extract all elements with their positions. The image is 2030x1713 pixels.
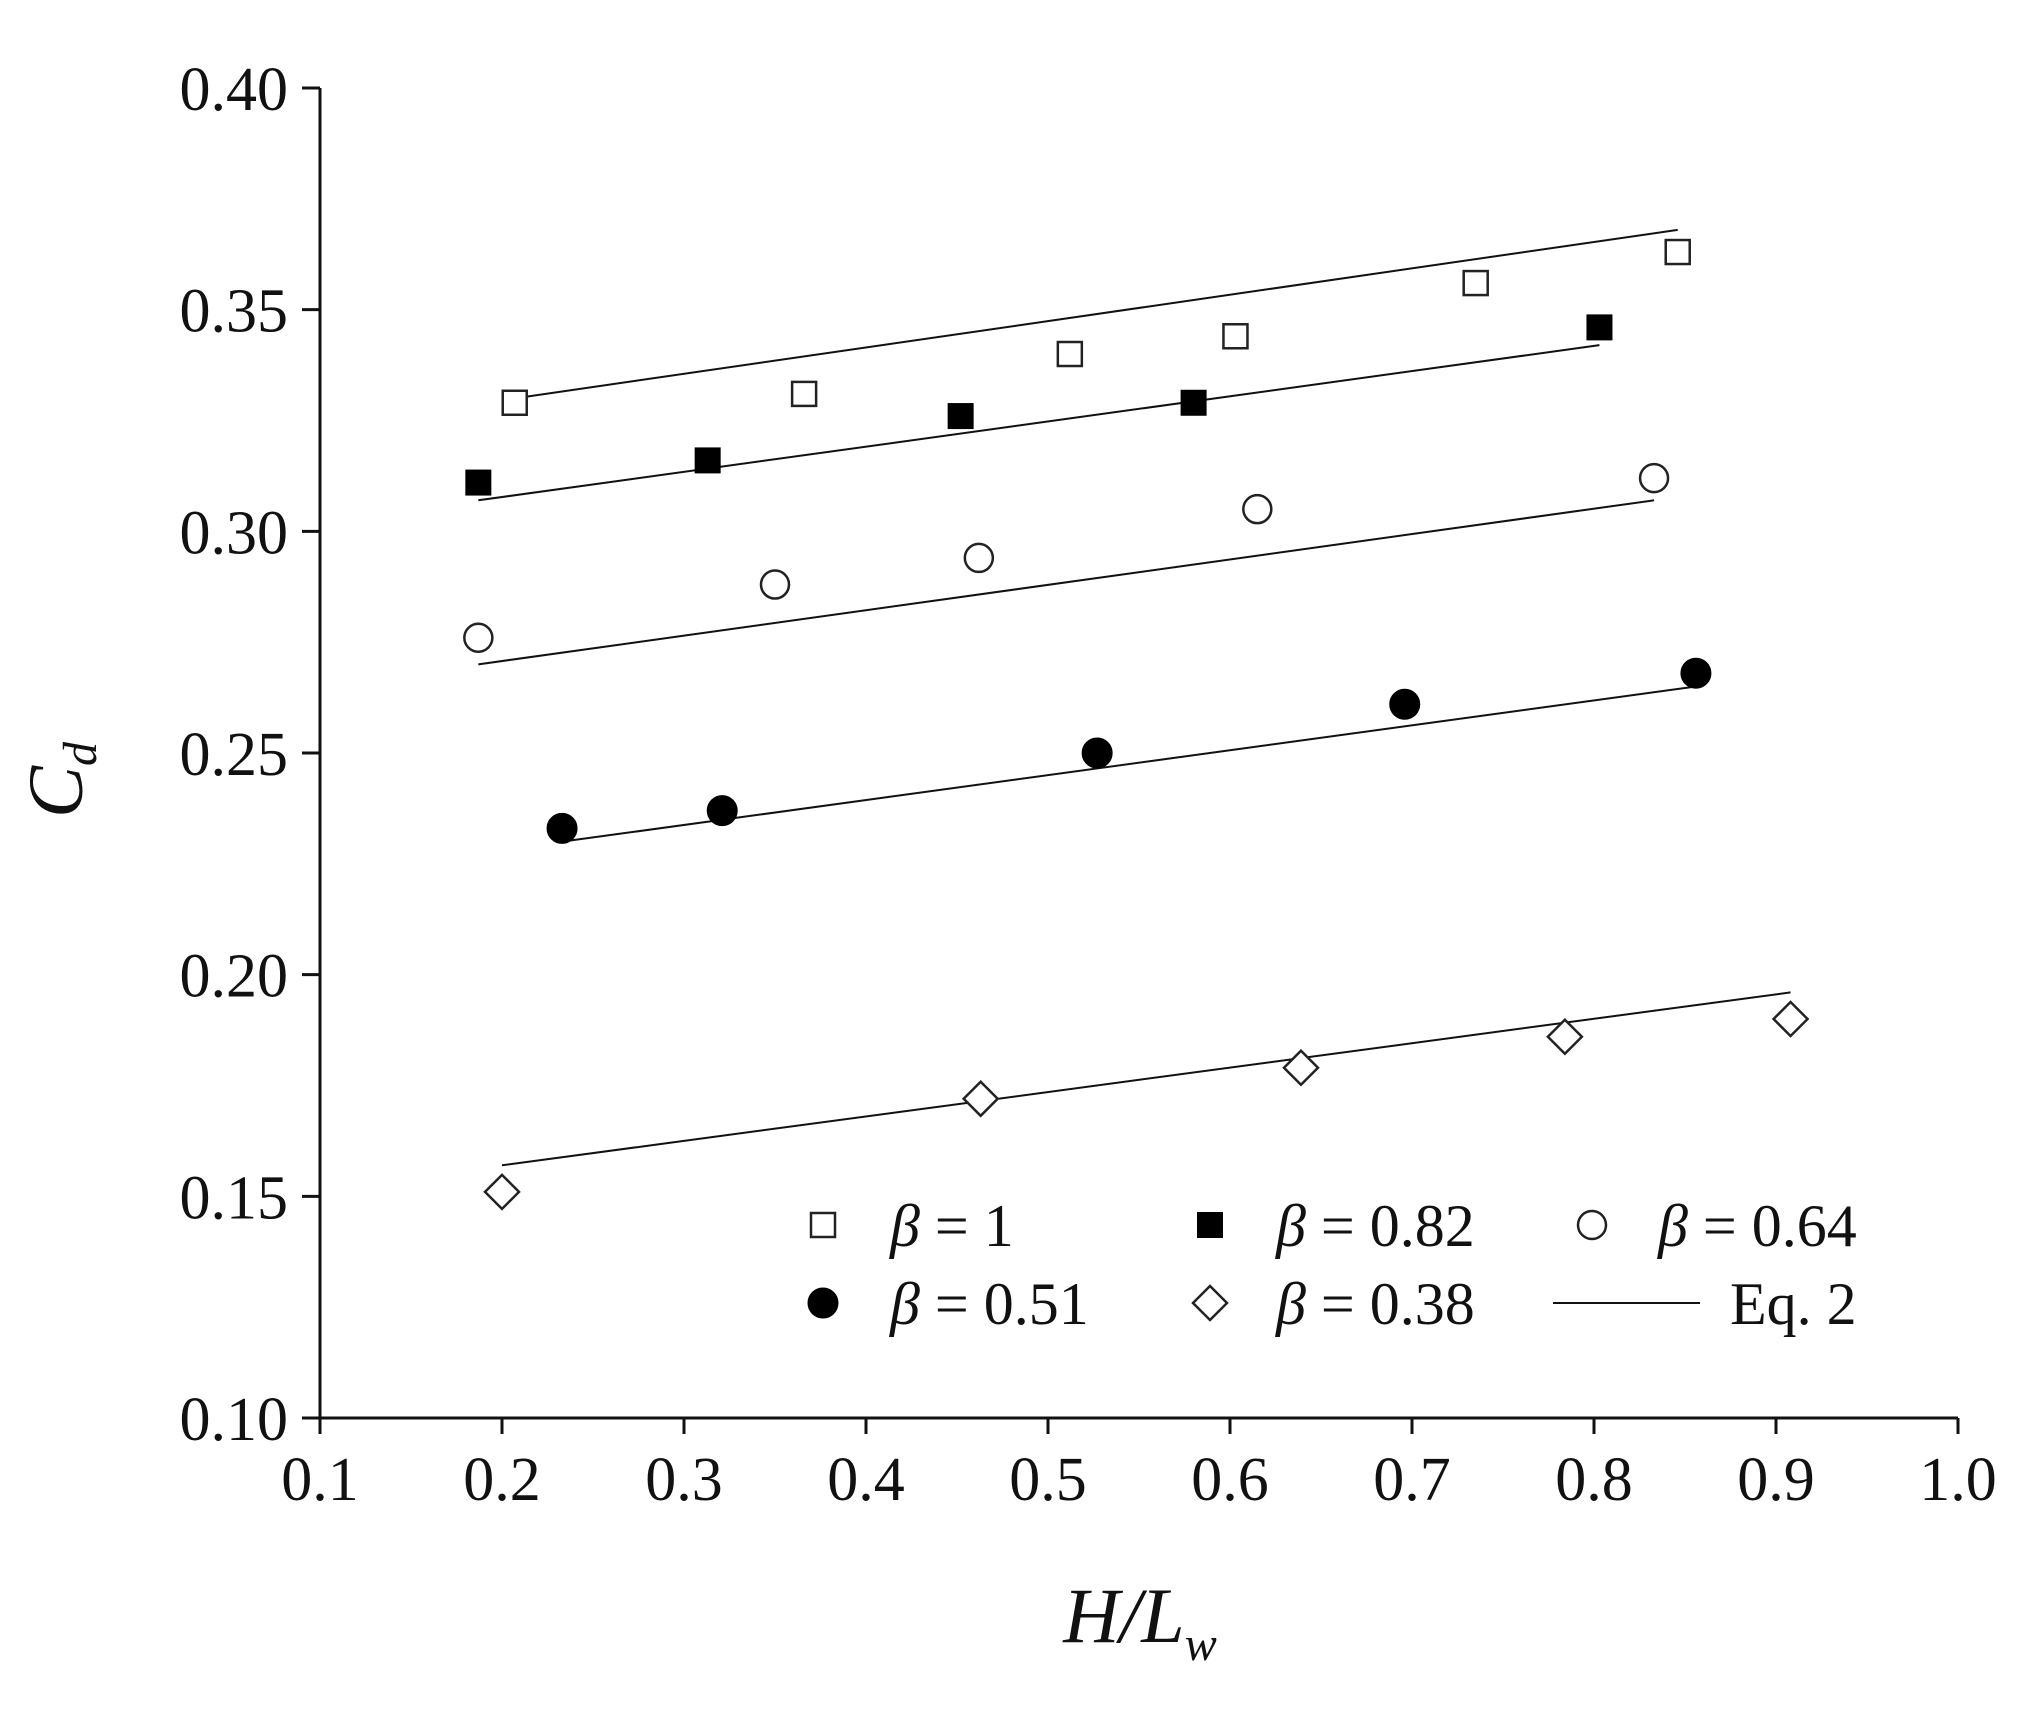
legend-symbol: β	[1275, 1271, 1306, 1337]
y-tick-label: 0.40	[180, 56, 289, 124]
legend-symbol: β	[889, 1193, 920, 1259]
data-point	[1664, 238, 1691, 266]
data-point	[947, 403, 974, 430]
y-ticks: 0.10 0.15 0.20 0.25 0.30 0.35 0.40	[180, 56, 320, 1454]
legend-symbol: β	[1275, 1193, 1306, 1259]
plot-area: 0.1 0.2 0.3 0.4 0.5 0.6 0.7 0.8 0.9 1.0 0.100.150…	[180, 56, 1997, 1514]
legend-value: = 0.82	[1306, 1193, 1475, 1259]
x-tick-label: 0.8	[1555, 1446, 1633, 1514]
x-axis-title: H/Lw	[1062, 1572, 1216, 1671]
data-point	[483, 1173, 521, 1211]
data-point	[1056, 340, 1084, 368]
x-tick-label: 0.3	[645, 1446, 723, 1514]
legend-label: β = 0.64	[1657, 1193, 1857, 1259]
fit-line	[478, 499, 1655, 666]
y-tick-label: 0.35	[180, 278, 289, 346]
x-tick-label: 0.2	[463, 1446, 541, 1514]
data-point	[465, 469, 492, 496]
x-tick-label: 0.6	[1191, 1446, 1269, 1514]
legend-symbol: β	[889, 1271, 920, 1337]
data-point	[961, 1080, 1000, 1118]
fit-line	[501, 991, 1791, 1167]
y-tick-label: 0.10	[180, 1386, 289, 1454]
data-point	[1081, 737, 1113, 769]
legend-symbol: β	[1657, 1193, 1688, 1259]
data-point	[1638, 462, 1670, 494]
data-point	[1546, 1017, 1584, 1056]
x-ticks: 0.1 0.2 0.3 0.4 0.5 0.6 0.7 0.8 0.9 1.0	[281, 1418, 1997, 1514]
data-point	[501, 389, 528, 417]
y-axis-title: Cd	[12, 741, 107, 818]
legend-marker	[809, 1211, 837, 1239]
legend-label: Eq. 2	[1730, 1271, 1857, 1337]
data-markers	[463, 238, 1810, 1211]
legend-label: β = 0.38	[1275, 1271, 1475, 1337]
data-point	[706, 795, 738, 827]
fit-line	[478, 344, 1600, 502]
legend-marker	[807, 1287, 839, 1319]
x-axis-title-sub: w	[1185, 1618, 1217, 1671]
data-point	[1242, 493, 1273, 525]
fit-line	[561, 685, 1697, 843]
data-point	[1680, 657, 1712, 689]
x-axis-title-main: H/L	[1062, 1572, 1184, 1659]
x-tick-label: 0.1	[281, 1446, 359, 1514]
x-tick-label: 0.9	[1737, 1446, 1815, 1514]
data-point	[1462, 269, 1489, 297]
legend-marker	[1191, 1284, 1229, 1322]
legend-label: β = 0.82	[1275, 1193, 1475, 1259]
x-tick-label: 1.0	[1919, 1446, 1997, 1514]
legend-value: = 0.51	[920, 1271, 1089, 1337]
data-point	[963, 542, 995, 574]
legend-value: = 1	[920, 1193, 1014, 1259]
y-tick-label: 0.20	[180, 943, 289, 1011]
data-point	[1389, 688, 1421, 720]
x-tick-label: 0.5	[1009, 1446, 1087, 1514]
legend-value: = 0.38	[1306, 1271, 1475, 1337]
legend-value: = 0.64	[1688, 1193, 1857, 1259]
y-tick-label: 0.15	[180, 1164, 289, 1232]
data-point	[759, 569, 791, 600]
legend-label: β = 0.51	[889, 1271, 1089, 1337]
data-point	[1771, 1000, 1810, 1038]
data-point	[546, 812, 578, 844]
fit-lines	[478, 228, 1791, 1167]
data-point	[1222, 323, 1249, 350]
x-tick-label: 0.4	[827, 1446, 905, 1514]
data-point	[1586, 314, 1613, 341]
data-point	[1180, 389, 1207, 416]
data-point	[463, 622, 494, 653]
data-point	[1282, 1048, 1320, 1087]
y-axis-title-main: C	[12, 765, 99, 818]
fit-line	[514, 228, 1678, 400]
data-point	[790, 380, 818, 408]
legend-label: β = 1	[889, 1193, 1014, 1259]
legend-marker	[1576, 1209, 1608, 1241]
x-tick-label: 0.7	[1373, 1446, 1451, 1514]
y-tick-label: 0.30	[180, 499, 289, 567]
legend-marker	[1197, 1212, 1223, 1238]
data-point	[694, 447, 721, 474]
y-tick-label: 0.25	[180, 721, 289, 789]
y-axis-title-sub: d	[54, 741, 107, 766]
